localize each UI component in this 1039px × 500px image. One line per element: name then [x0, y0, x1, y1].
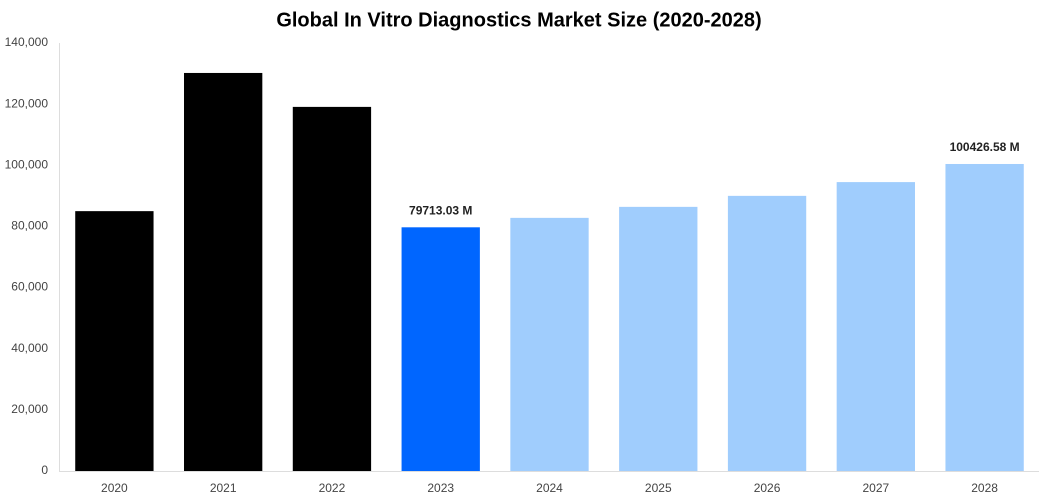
- bar: [727, 195, 807, 471]
- y-tick-label: 120,000: [5, 96, 49, 110]
- bar: [945, 163, 1024, 471]
- x-tick-label: 2028: [971, 481, 998, 495]
- x-tick-label: 2023: [427, 481, 454, 495]
- x-tick-label: 2022: [319, 481, 346, 495]
- bar: [401, 227, 480, 471]
- value-label: 79713.03 M: [409, 203, 472, 217]
- bar: [510, 217, 589, 471]
- bar: [836, 182, 915, 471]
- chart-title: Global In Vitro Diagnostics Market Size …: [276, 9, 761, 31]
- bar: [184, 72, 263, 472]
- bar: [75, 211, 154, 471]
- y-tick-label: 40,000: [11, 341, 48, 355]
- bar: [619, 206, 698, 471]
- bar: [292, 106, 372, 471]
- y-tick-label: 20,000: [11, 402, 48, 416]
- y-tick-label: 60,000: [11, 280, 48, 294]
- value-label: 100426.58 M: [950, 140, 1020, 154]
- x-tick-label: 2025: [645, 481, 672, 495]
- y-tick-label: 0: [41, 463, 48, 477]
- y-tick-label: 100,000: [5, 157, 49, 171]
- x-tick-label: 2026: [754, 481, 781, 495]
- x-tick-label: 2027: [862, 481, 889, 495]
- x-tick-label: 2024: [536, 481, 563, 495]
- x-tick-label: 2021: [210, 481, 237, 495]
- y-tick-label: 80,000: [11, 219, 48, 233]
- x-tick-label: 2020: [101, 481, 128, 495]
- y-tick-label: 140,000: [5, 35, 49, 49]
